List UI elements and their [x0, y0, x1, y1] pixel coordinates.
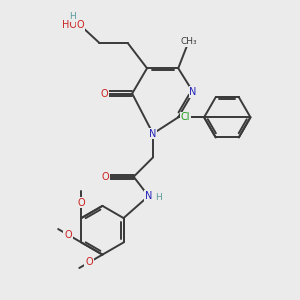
Text: O: O — [100, 88, 108, 98]
Text: N: N — [145, 191, 152, 201]
Text: O: O — [85, 257, 93, 267]
Text: H: H — [69, 12, 76, 21]
Text: H: H — [155, 193, 161, 202]
Text: O: O — [102, 172, 109, 182]
Text: Cl: Cl — [181, 112, 190, 122]
Text: HO: HO — [62, 20, 77, 30]
Text: N: N — [189, 87, 197, 97]
Text: CH₃: CH₃ — [180, 37, 197, 46]
Text: O: O — [64, 230, 72, 240]
Text: O: O — [77, 198, 85, 208]
Text: N: N — [149, 129, 157, 139]
Text: O: O — [76, 20, 84, 30]
